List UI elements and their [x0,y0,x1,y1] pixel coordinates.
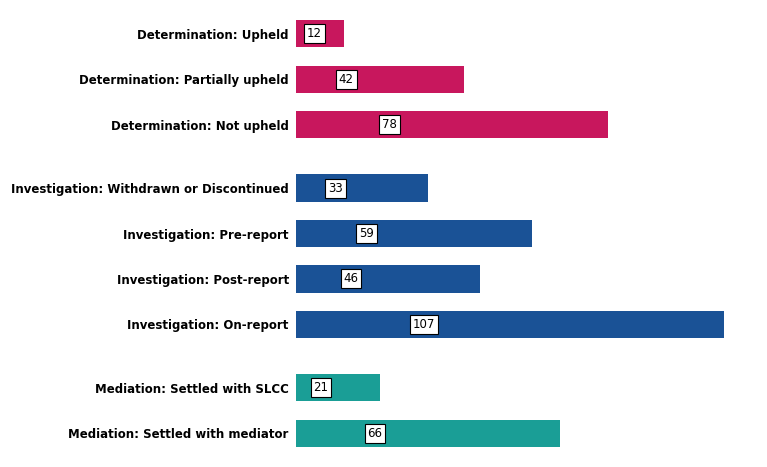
Bar [296,111,608,138]
Bar [296,419,560,447]
Bar [296,20,344,48]
Text: 59: 59 [359,227,374,240]
Bar [296,220,532,247]
Text: 46: 46 [344,272,358,285]
Text: 66: 66 [367,427,383,440]
Text: 42: 42 [339,73,354,85]
Text: 12: 12 [307,27,321,40]
Bar [296,311,724,338]
Bar [296,65,464,93]
Text: 78: 78 [382,118,397,131]
Text: 33: 33 [328,182,343,195]
Bar [296,374,380,402]
Bar [296,175,428,202]
Text: 107: 107 [413,318,436,331]
Text: 21: 21 [314,382,328,394]
Bar [296,265,480,292]
